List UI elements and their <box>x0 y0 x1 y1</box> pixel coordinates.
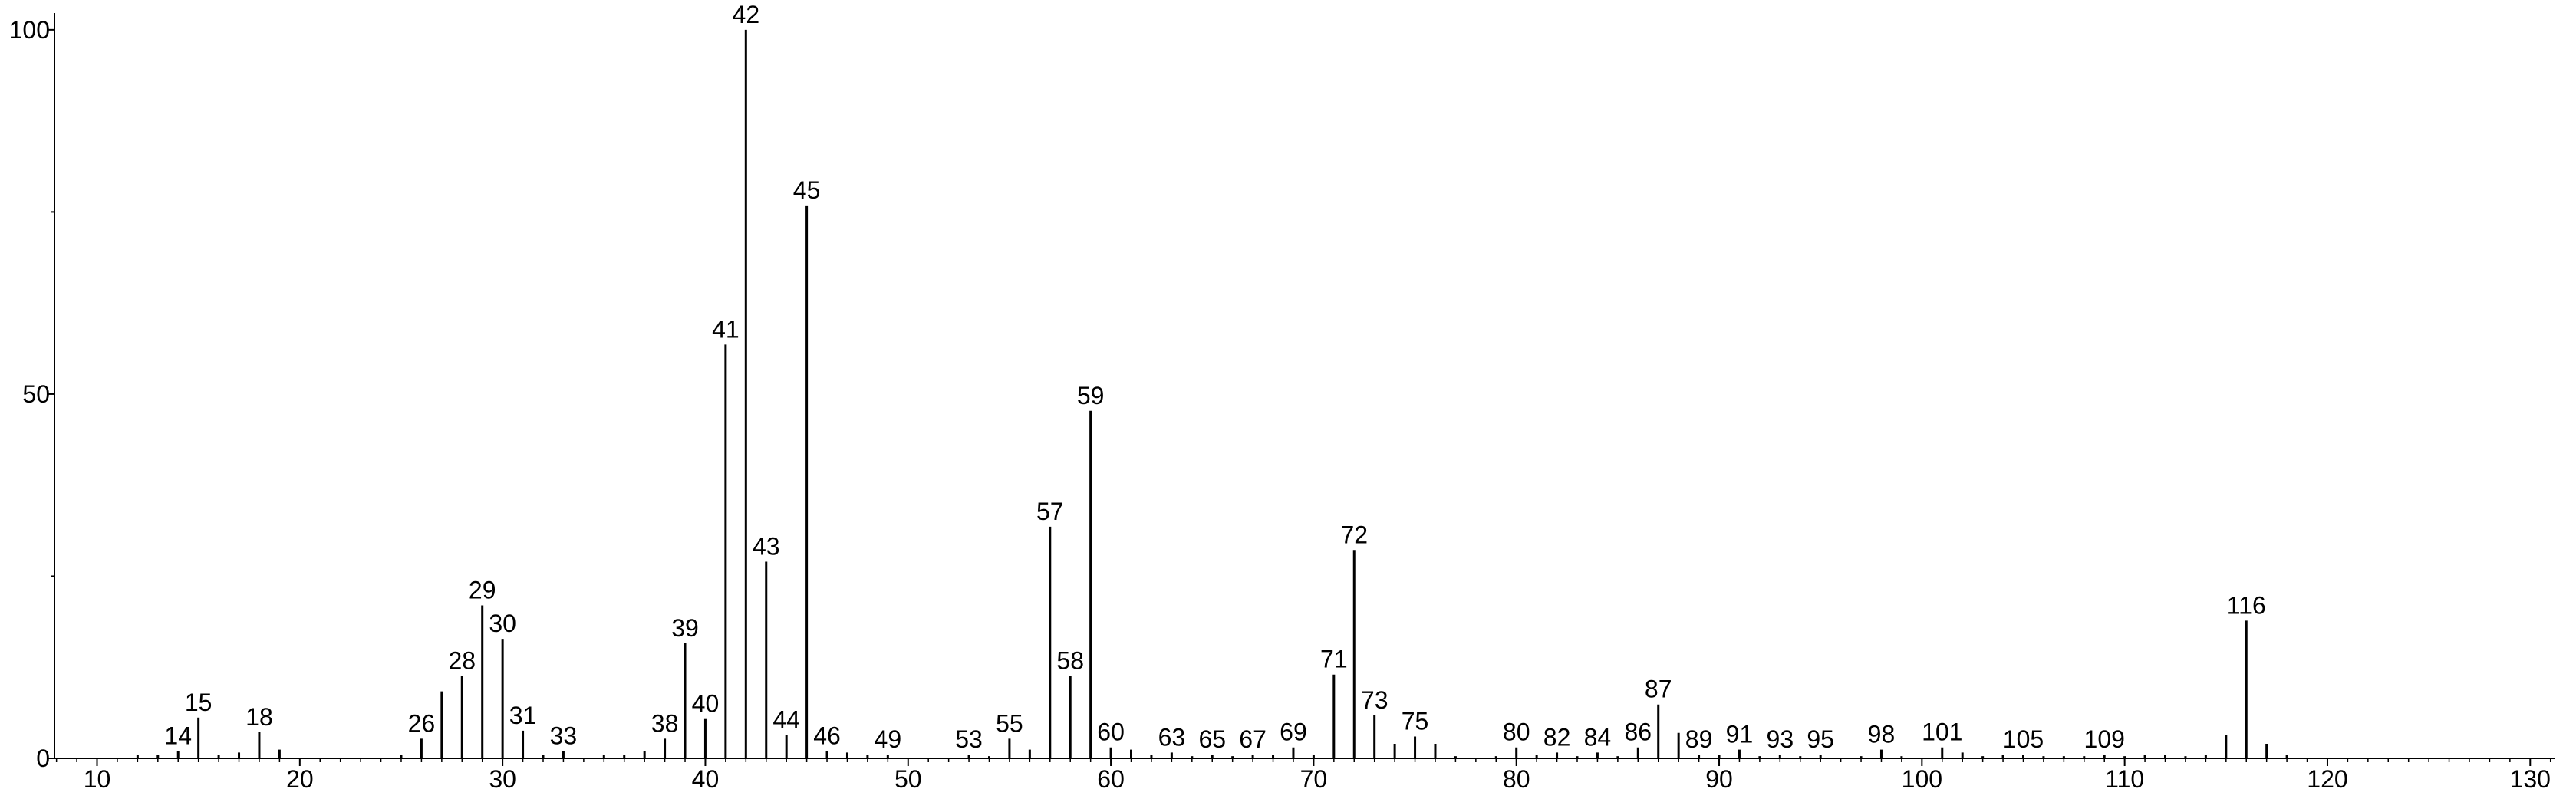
peak-label: 30 <box>489 610 516 637</box>
peak-label: 55 <box>996 709 1023 737</box>
x-tick-label: 80 <box>1503 765 1530 793</box>
peak-label: 14 <box>164 722 192 749</box>
x-tick-label: 120 <box>2307 765 2347 793</box>
peak-label: 101 <box>1922 718 1962 746</box>
peak-label: 57 <box>1036 498 1064 525</box>
peak-label: 89 <box>1685 725 1713 753</box>
peak-label: 41 <box>712 315 740 343</box>
peak-label: 91 <box>1726 721 1754 748</box>
peak-label: 72 <box>1340 521 1368 548</box>
peak-label: 46 <box>813 722 841 749</box>
x-tick-label: 70 <box>1300 765 1328 793</box>
peak-label: 33 <box>550 722 578 749</box>
peak-label: 116 <box>2227 591 2266 619</box>
peak-label: 15 <box>185 689 212 716</box>
peak-label: 60 <box>1097 718 1125 746</box>
peak-label: 80 <box>1503 718 1530 746</box>
x-tick-label: 20 <box>286 765 314 793</box>
peak-label: 105 <box>2003 725 2044 753</box>
x-tick-label: 30 <box>489 765 516 793</box>
peak-label: 26 <box>408 709 436 737</box>
peak-label: 42 <box>733 1 760 28</box>
peak-label: 75 <box>1402 707 1429 735</box>
peak-label: 44 <box>772 706 800 734</box>
x-tick-label: 130 <box>2510 765 2551 793</box>
y-tick-label: 50 <box>22 380 50 408</box>
x-tick-label: 50 <box>894 765 922 793</box>
x-tick-label: 110 <box>2105 765 2144 793</box>
peak-label: 18 <box>245 703 273 731</box>
peak-label: 38 <box>651 709 679 737</box>
x-tick-label: 100 <box>1902 765 1942 793</box>
peak-label: 28 <box>448 647 476 675</box>
peak-label: 53 <box>955 725 983 753</box>
peak-label: 29 <box>469 576 496 603</box>
peak-label: 93 <box>1767 725 1794 753</box>
peak-label: 67 <box>1239 725 1267 753</box>
peak-label: 31 <box>509 702 537 729</box>
x-tick-label: 90 <box>1705 765 1733 793</box>
peak-label: 87 <box>1645 676 1672 703</box>
peak-label: 45 <box>793 176 821 204</box>
peak-label: 82 <box>1543 723 1571 751</box>
peak-label: 49 <box>875 725 902 753</box>
peak-label: 69 <box>1280 718 1307 746</box>
y-tick-label: 100 <box>9 16 50 44</box>
peak-label: 95 <box>1807 725 1834 753</box>
peak-label: 86 <box>1625 718 1652 746</box>
peak-label: 63 <box>1158 723 1186 751</box>
peak-label: 40 <box>692 690 720 718</box>
peak-label: 109 <box>2084 725 2125 753</box>
peak-label: 39 <box>671 614 699 642</box>
x-tick-label: 60 <box>1097 765 1125 793</box>
peak-label: 43 <box>753 532 780 560</box>
x-tick-label: 10 <box>84 765 111 793</box>
peak-label: 73 <box>1361 686 1388 714</box>
x-tick-label: 40 <box>692 765 720 793</box>
peak-label: 59 <box>1077 382 1105 409</box>
peak-label: 84 <box>1584 723 1612 751</box>
peak-label: 71 <box>1320 646 1348 673</box>
peak-label: 58 <box>1056 647 1084 675</box>
peak-label: 65 <box>1198 725 1226 753</box>
y-tick-label: 0 <box>36 745 50 772</box>
peak-label: 98 <box>1868 721 1896 748</box>
